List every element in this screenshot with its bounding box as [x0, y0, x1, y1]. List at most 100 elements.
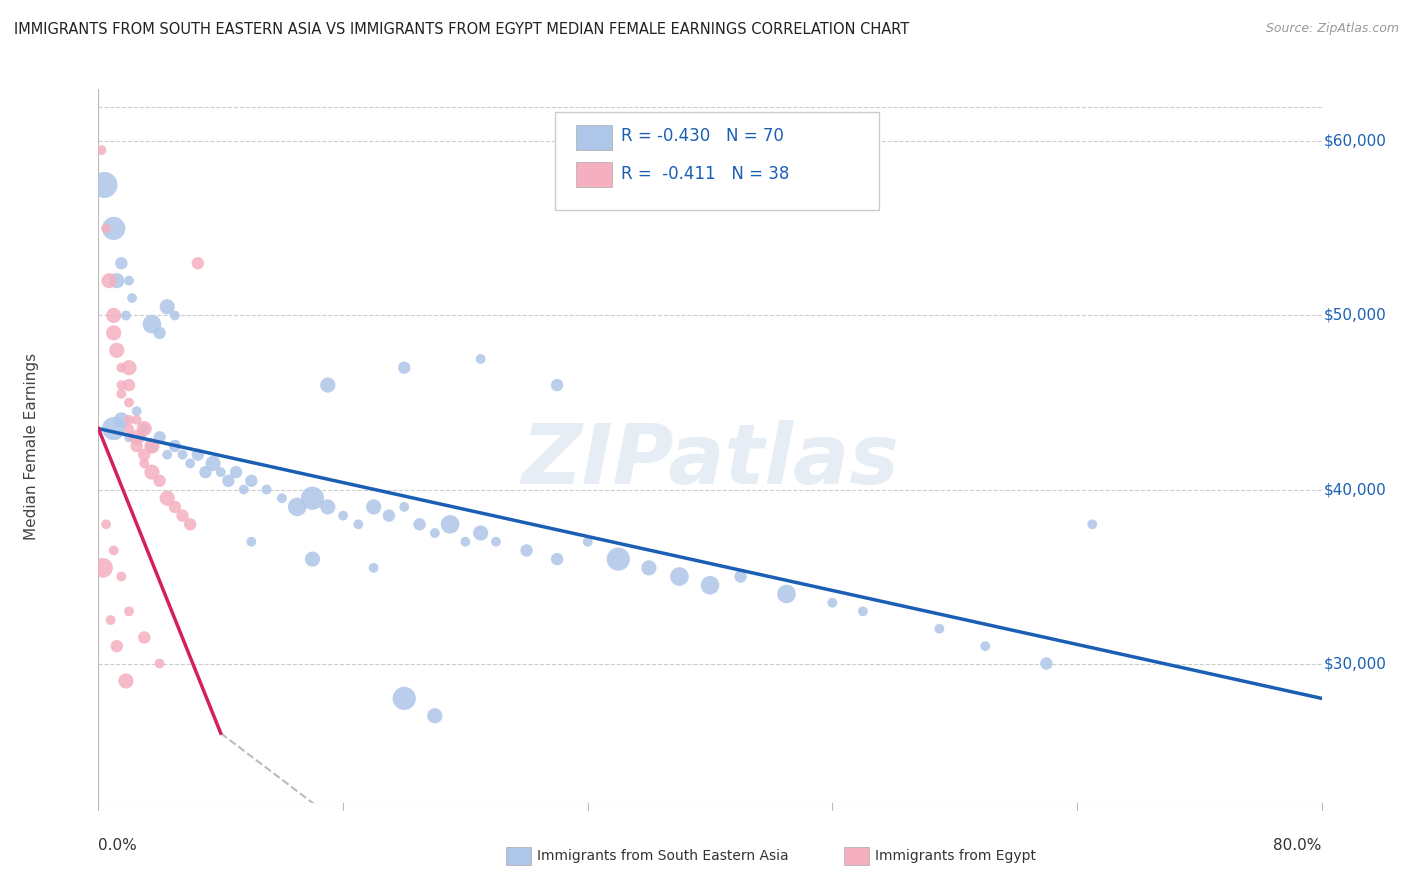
Point	[94, 221, 117, 235]
Point	[546, 552, 568, 566]
Point	[149, 326, 172, 340]
Point	[115, 309, 138, 323]
Point	[546, 378, 568, 392]
Text: Median Female Earnings: Median Female Earnings	[24, 352, 38, 540]
Text: 0.0%: 0.0%	[98, 838, 138, 853]
Point	[392, 360, 416, 375]
Point	[110, 256, 132, 270]
Point	[118, 378, 141, 392]
Point	[118, 274, 141, 288]
Point	[187, 256, 209, 270]
Text: Immigrants from South Eastern Asia: Immigrants from South Eastern Asia	[537, 849, 789, 863]
Text: Source: ZipAtlas.com: Source: ZipAtlas.com	[1265, 22, 1399, 36]
Point	[607, 552, 630, 566]
Point	[103, 543, 125, 558]
Point	[110, 413, 132, 427]
Point	[240, 474, 263, 488]
Point	[378, 508, 401, 523]
Text: R =  -0.411   N = 38: R = -0.411 N = 38	[621, 165, 790, 183]
Point	[110, 569, 132, 583]
Point	[347, 517, 370, 532]
Point	[668, 569, 690, 583]
Point	[179, 457, 201, 471]
Point	[129, 430, 152, 444]
Point	[141, 465, 163, 479]
Point	[110, 360, 132, 375]
Point	[134, 448, 156, 462]
Point	[1081, 517, 1104, 532]
Text: ZIPatlas: ZIPatlas	[522, 420, 898, 500]
Point	[423, 526, 446, 541]
Point	[439, 517, 461, 532]
Text: $30,000: $30,000	[1324, 656, 1386, 671]
Point	[103, 221, 125, 235]
Point	[637, 561, 661, 575]
Point	[316, 500, 339, 514]
Point	[149, 657, 172, 671]
Point	[730, 569, 752, 583]
Point	[163, 309, 186, 323]
Point	[332, 508, 354, 523]
Point	[125, 430, 148, 444]
Point	[163, 439, 186, 453]
Point	[118, 604, 141, 618]
Point	[134, 457, 156, 471]
Point	[470, 526, 492, 541]
Point	[928, 622, 950, 636]
Point	[217, 474, 239, 488]
Point	[94, 517, 117, 532]
Point	[285, 500, 308, 514]
Point	[172, 508, 194, 523]
Point	[115, 673, 138, 688]
Point	[821, 596, 844, 610]
Point	[141, 317, 163, 331]
Text: $60,000: $60,000	[1324, 134, 1386, 149]
Point	[156, 448, 179, 462]
Point	[209, 465, 232, 479]
Text: Immigrants from Egypt: Immigrants from Egypt	[875, 849, 1036, 863]
Point	[392, 691, 416, 706]
Point	[232, 483, 254, 497]
Point	[90, 143, 112, 157]
Point	[363, 561, 385, 575]
Point	[194, 465, 217, 479]
Point	[118, 413, 141, 427]
Point	[270, 491, 294, 506]
Point	[103, 309, 125, 323]
Text: 80.0%: 80.0%	[1274, 838, 1322, 853]
Point	[256, 483, 278, 497]
Point	[470, 351, 492, 366]
Point	[852, 604, 875, 618]
Point	[103, 326, 125, 340]
Point	[454, 534, 477, 549]
Point	[775, 587, 797, 601]
Point	[118, 421, 141, 435]
Point	[141, 439, 163, 453]
Point	[98, 274, 121, 288]
Point	[974, 639, 997, 653]
Point	[125, 404, 148, 418]
Text: $40,000: $40,000	[1324, 482, 1386, 497]
Point	[105, 639, 128, 653]
Point	[125, 413, 148, 427]
Point	[240, 534, 263, 549]
Point	[118, 395, 141, 409]
Point	[110, 378, 132, 392]
Point	[93, 178, 115, 192]
Point	[156, 300, 179, 314]
Point	[125, 439, 148, 453]
Point	[118, 360, 141, 375]
Point	[110, 386, 132, 401]
Text: $50,000: $50,000	[1324, 308, 1386, 323]
Point	[179, 517, 201, 532]
Point	[187, 448, 209, 462]
Text: R = -0.430   N = 70: R = -0.430 N = 70	[621, 127, 785, 145]
Point	[408, 517, 430, 532]
Point	[392, 500, 416, 514]
Point	[301, 552, 323, 566]
Point	[105, 274, 128, 288]
Point	[363, 500, 385, 514]
Point	[423, 708, 446, 723]
Point	[699, 578, 721, 592]
Point	[134, 421, 156, 435]
